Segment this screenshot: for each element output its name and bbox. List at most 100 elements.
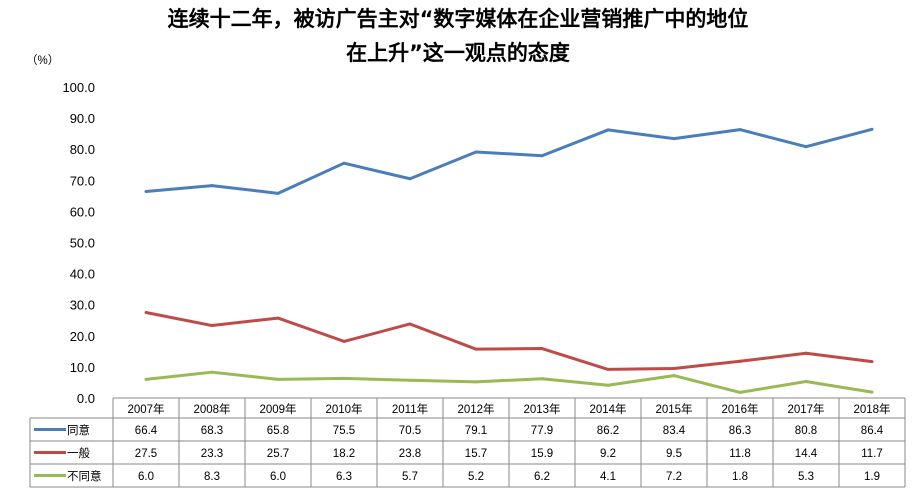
data-point — [342, 339, 346, 343]
data-label: 9.2 — [600, 448, 616, 460]
data-point — [870, 127, 874, 131]
data-label: 25.7 — [267, 448, 289, 460]
data-label: 23.3 — [201, 448, 223, 460]
data-point — [210, 324, 214, 328]
y-tick-label: 70.0 — [70, 173, 95, 188]
data-label: 65.8 — [267, 425, 289, 437]
data-point — [276, 316, 280, 320]
data-label: 86.3 — [729, 425, 751, 437]
data-label: 5.2 — [468, 471, 484, 483]
x-category-label: 2008年 — [193, 402, 230, 416]
data-label: 15.9 — [531, 448, 553, 460]
data-label: 8.3 — [204, 471, 220, 483]
x-category-label: 2011年 — [392, 402, 428, 416]
data-point — [804, 351, 808, 355]
y-tick-label: 90.0 — [70, 111, 95, 126]
data-label: 86.2 — [597, 425, 619, 437]
x-category-label: 2018年 — [853, 402, 890, 416]
data-point — [540, 154, 544, 158]
data-point — [540, 377, 544, 381]
data-point — [474, 150, 478, 154]
data-label: 66.4 — [135, 425, 158, 437]
data-label: 11.7 — [861, 448, 883, 460]
data-point — [276, 191, 280, 195]
data-point — [738, 128, 742, 132]
data-label: 1.8 — [732, 471, 748, 483]
data-label: 6.0 — [138, 471, 154, 483]
data-label: 27.5 — [135, 448, 157, 460]
data-label: 15.7 — [465, 448, 487, 460]
data-point — [474, 347, 478, 351]
data-label: 5.3 — [798, 471, 814, 483]
data-label: 1.9 — [864, 471, 880, 483]
data-label: 14.4 — [795, 448, 818, 460]
x-category-label: 2007年 — [127, 402, 164, 416]
series-line-2 — [145, 370, 873, 394]
chart-title-line1: 连续十二年，被访广告主对“数字媒体在企业营销推广中的地位 — [168, 7, 749, 31]
data-point — [672, 374, 676, 378]
series-line-1 — [145, 311, 873, 371]
x-category-label: 2013年 — [523, 402, 560, 416]
y-tick-label: 50.0 — [70, 236, 95, 251]
legend-label: 同意 — [67, 423, 90, 437]
x-category-label: 2010年 — [325, 402, 362, 416]
data-label: 6.2 — [534, 471, 550, 483]
legend-label: 不同意 — [67, 469, 102, 483]
y-tick-label: 0.0 — [77, 391, 95, 406]
data-label: 6.0 — [270, 471, 286, 483]
data-label: 68.3 — [201, 425, 223, 437]
data-label: 83.4 — [663, 425, 686, 437]
y-tick-label: 30.0 — [70, 298, 95, 313]
data-point — [672, 137, 676, 141]
data-point — [210, 184, 214, 188]
data-point — [342, 161, 346, 165]
data-label: 18.2 — [333, 448, 355, 460]
y-tick-label: 80.0 — [70, 142, 95, 157]
data-point — [804, 145, 808, 149]
data-label: 79.1 — [465, 425, 487, 437]
x-category-label: 2016年 — [721, 402, 758, 416]
data-point — [870, 360, 874, 364]
data-label: 9.5 — [666, 448, 682, 460]
data-point — [144, 377, 148, 381]
data-point — [540, 347, 544, 351]
x-category-label: 2009年 — [259, 402, 296, 416]
data-point — [672, 366, 676, 370]
data-label: 77.9 — [531, 425, 553, 437]
chart-title-line2: 在上升”这一观点的态度 — [346, 41, 570, 65]
data-label: 5.7 — [402, 471, 418, 483]
data-point — [606, 367, 610, 371]
data-label: 80.8 — [795, 425, 817, 437]
data-label: 6.3 — [336, 471, 352, 483]
data-label: 86.4 — [861, 425, 884, 437]
data-point — [342, 376, 346, 380]
data-point — [276, 377, 280, 381]
data-label: 11.8 — [729, 448, 751, 460]
data-point — [738, 390, 742, 394]
legend-label: 一般 — [67, 446, 90, 460]
data-point — [144, 189, 148, 193]
x-category-label: 2017年 — [787, 402, 824, 416]
data-point — [804, 380, 808, 384]
data-point — [606, 128, 610, 132]
data-point — [408, 177, 412, 181]
y-tick-label: 60.0 — [70, 204, 95, 219]
y-axis-unit: （%） — [26, 54, 59, 67]
series-line-0 — [145, 127, 873, 195]
data-point — [606, 383, 610, 387]
y-tick-label: 10.0 — [70, 360, 95, 375]
data-label: 7.2 — [666, 471, 682, 483]
data-point — [870, 390, 874, 394]
data-point — [738, 359, 742, 363]
x-category-label: 2014年 — [589, 402, 626, 416]
data-point — [144, 310, 148, 314]
data-label: 23.8 — [399, 448, 421, 460]
data-point — [474, 380, 478, 384]
x-category-label: 2015年 — [655, 402, 692, 416]
data-point — [408, 322, 412, 326]
x-category-label: 2012年 — [457, 402, 494, 416]
data-point — [210, 370, 214, 374]
data-label: 4.1 — [600, 471, 616, 483]
data-label: 75.5 — [333, 425, 355, 437]
